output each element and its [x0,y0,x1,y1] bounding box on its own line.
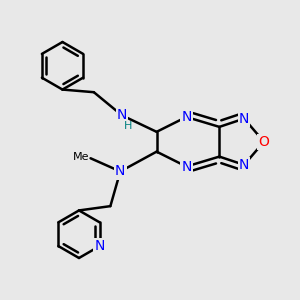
Text: N: N [117,108,127,122]
Text: N: N [94,239,105,253]
Text: N: N [115,164,125,178]
Text: N: N [181,110,191,124]
Text: N: N [239,158,249,172]
Text: Me: Me [72,152,89,162]
Text: O: O [259,135,269,149]
Text: N: N [239,112,249,126]
Text: H: H [124,121,132,131]
Text: N: N [181,160,191,173]
